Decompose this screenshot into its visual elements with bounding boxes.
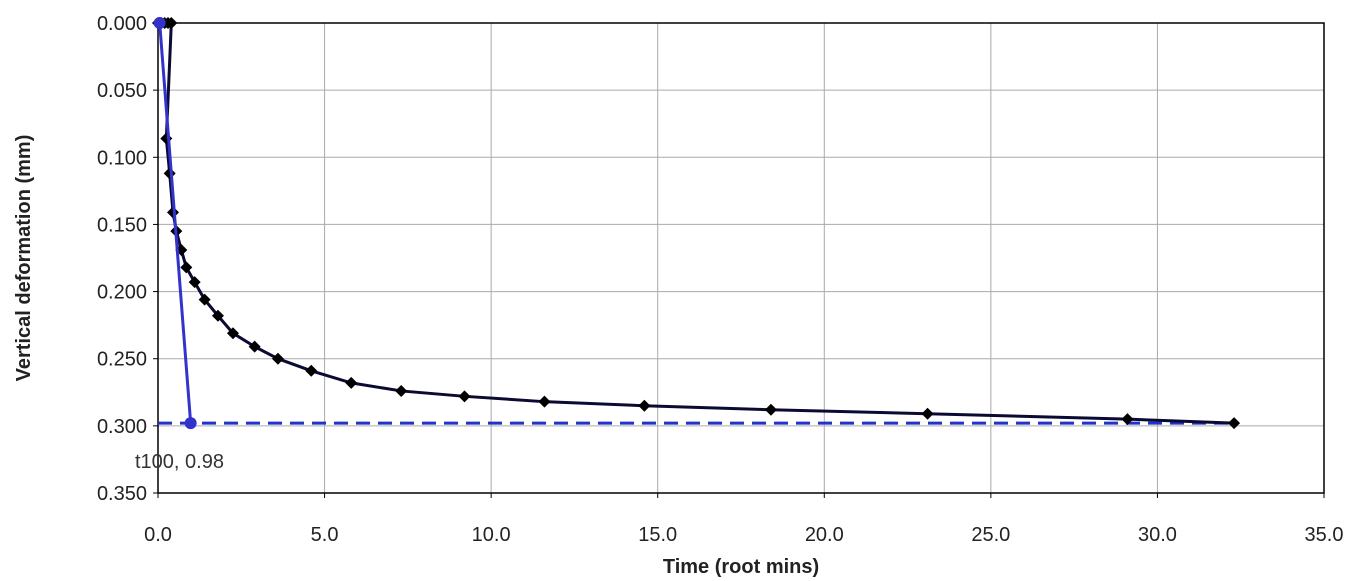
x-tick-label: 10.0 [472,524,511,546]
data-point [395,384,408,397]
data-point [226,327,239,340]
x-tick-label: 25.0 [971,524,1010,546]
data-point [153,17,166,29]
data-point [188,276,201,289]
x-tick-label: 0.0 [144,524,172,546]
data-point [184,417,197,430]
y-tick-label: 0.350 [97,483,147,505]
data-point [638,399,651,412]
data-point [271,352,284,365]
data-point [921,407,934,420]
series-1-line [164,22,1235,425]
annotation-label: t100, 0.98 [135,451,224,473]
x-tick-label: 20.0 [805,524,844,546]
data-point [165,17,178,29]
series-2-line [158,22,193,424]
data-point [248,340,261,353]
data-point [1121,413,1134,426]
grid [158,23,1324,493]
data-point [1228,417,1241,430]
x-axis-title: Time (root mins) [663,556,819,578]
data-point [211,309,224,322]
y-tick-label: 0.100 [97,147,147,169]
y-tick-label: 0.200 [97,282,147,304]
y-tick-label: 0.250 [97,349,147,371]
x-tick-label: 5.0 [311,524,339,546]
data-point [198,293,211,306]
x-tick-label: 15.0 [638,524,677,546]
series-layer [152,17,1241,430]
y-tick-label: 0.050 [97,80,147,102]
data-point [305,364,318,377]
series-1 [152,17,1241,430]
y-axis-title: Vertical deformation (mm) [13,135,35,382]
x-axis-ticks: 0.0 5.0 10.0 15.0 20.0 25.0 30.0 35.0 [144,493,1343,546]
data-point [160,132,173,145]
y-axis-ticks: 0.000 0.050 0.100 0.150 0.200 0.250 0.300 0.350 [97,13,158,505]
data-point [180,261,193,274]
data-point [538,395,551,408]
data-point [764,403,777,416]
plot-frame [157,22,1325,494]
y-tick-label: 0.300 [97,416,147,438]
y-tick-label: 0.150 [97,214,147,236]
x-tick-label: 35.0 [1305,524,1344,546]
y-tick-label: 0.000 [97,13,147,35]
data-point [345,376,358,389]
x-tick-label: 30.0 [1138,524,1177,546]
series-2 [153,17,197,430]
data-point [458,390,471,403]
